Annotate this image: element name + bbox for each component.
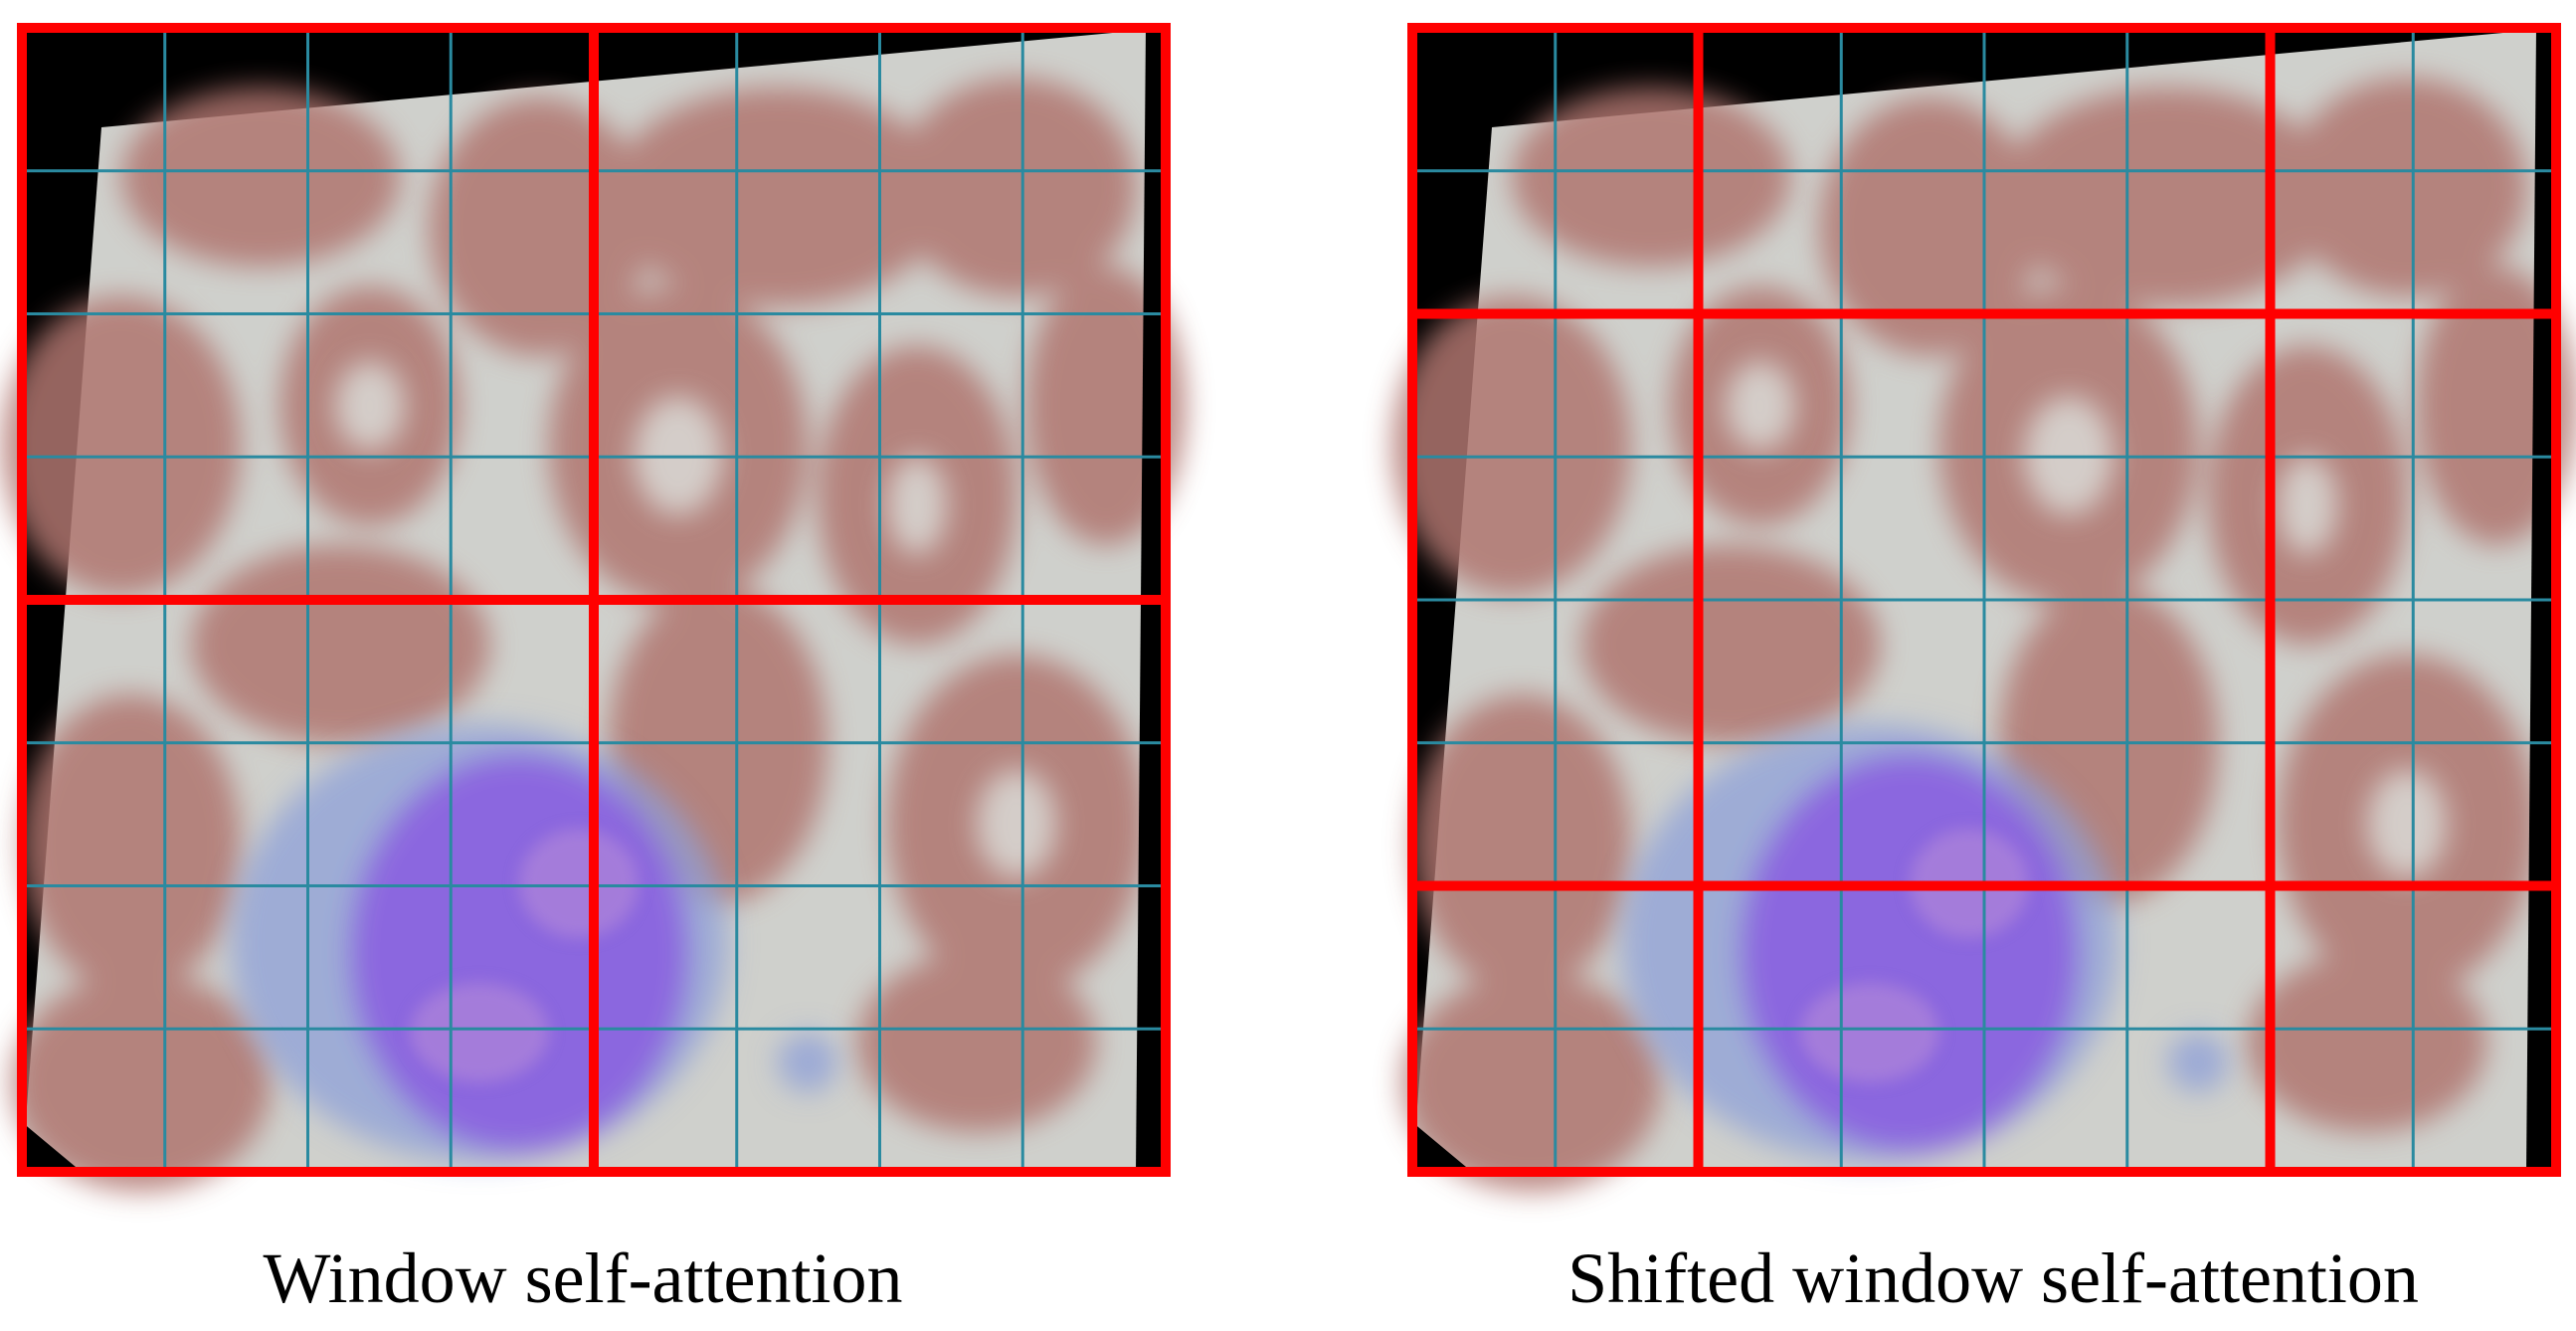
window-attention-panel — [2, 23, 1186, 1192]
window-borders-right — [1407, 23, 2561, 1177]
window-borders-left — [17, 23, 1171, 1177]
shifted-window-attention-panel — [1392, 23, 2576, 1192]
caption-window-self-attention: Window self-attention — [263, 1238, 903, 1318]
caption-shifted-window-self-attention: Shifted window self-attention — [1567, 1238, 2419, 1318]
